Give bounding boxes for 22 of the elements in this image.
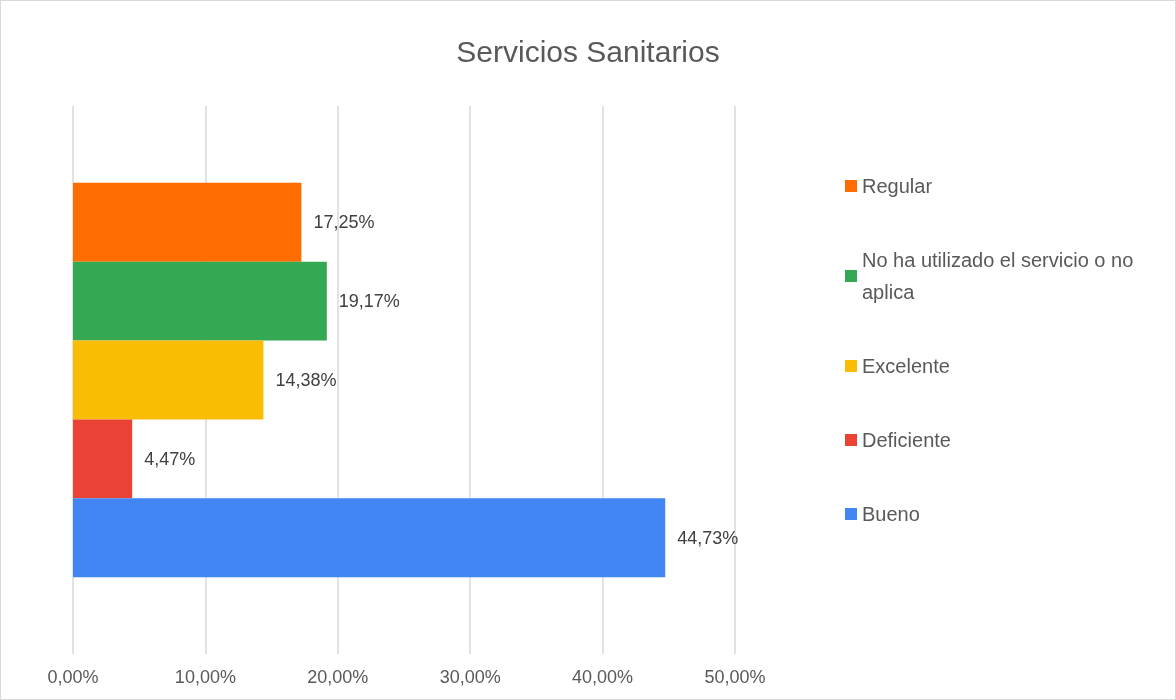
legend-label: Deficiente <box>862 429 951 451</box>
chart-title: Servicios Sanitarios <box>456 34 720 68</box>
x-tick-label: 30,00% <box>439 667 501 687</box>
bar <box>73 340 264 420</box>
data-label: 4,47% <box>144 448 196 469</box>
x-tick-label: 50,00% <box>704 667 766 687</box>
legend-label: Excelente <box>862 355 950 377</box>
bar <box>73 261 327 341</box>
x-tick-label: 40,00% <box>572 667 634 687</box>
data-label: 19,17% <box>338 291 400 312</box>
x-tick-label: 10,00% <box>174 667 236 687</box>
x-tick-label: 20,00% <box>307 667 369 687</box>
data-label: 17,25% <box>313 212 375 233</box>
bar <box>73 498 666 578</box>
x-tick-label: 0,00% <box>47 667 99 687</box>
legend-label: Regular <box>862 175 933 197</box>
data-label: 14,38% <box>275 370 337 390</box>
bar <box>73 182 302 262</box>
bar <box>73 419 133 499</box>
data-label: 44,73% <box>677 527 739 548</box>
legend-label: Bueno <box>862 503 920 525</box>
legend-label: No ha utilizado el servicio o no aplica <box>862 249 1139 303</box>
